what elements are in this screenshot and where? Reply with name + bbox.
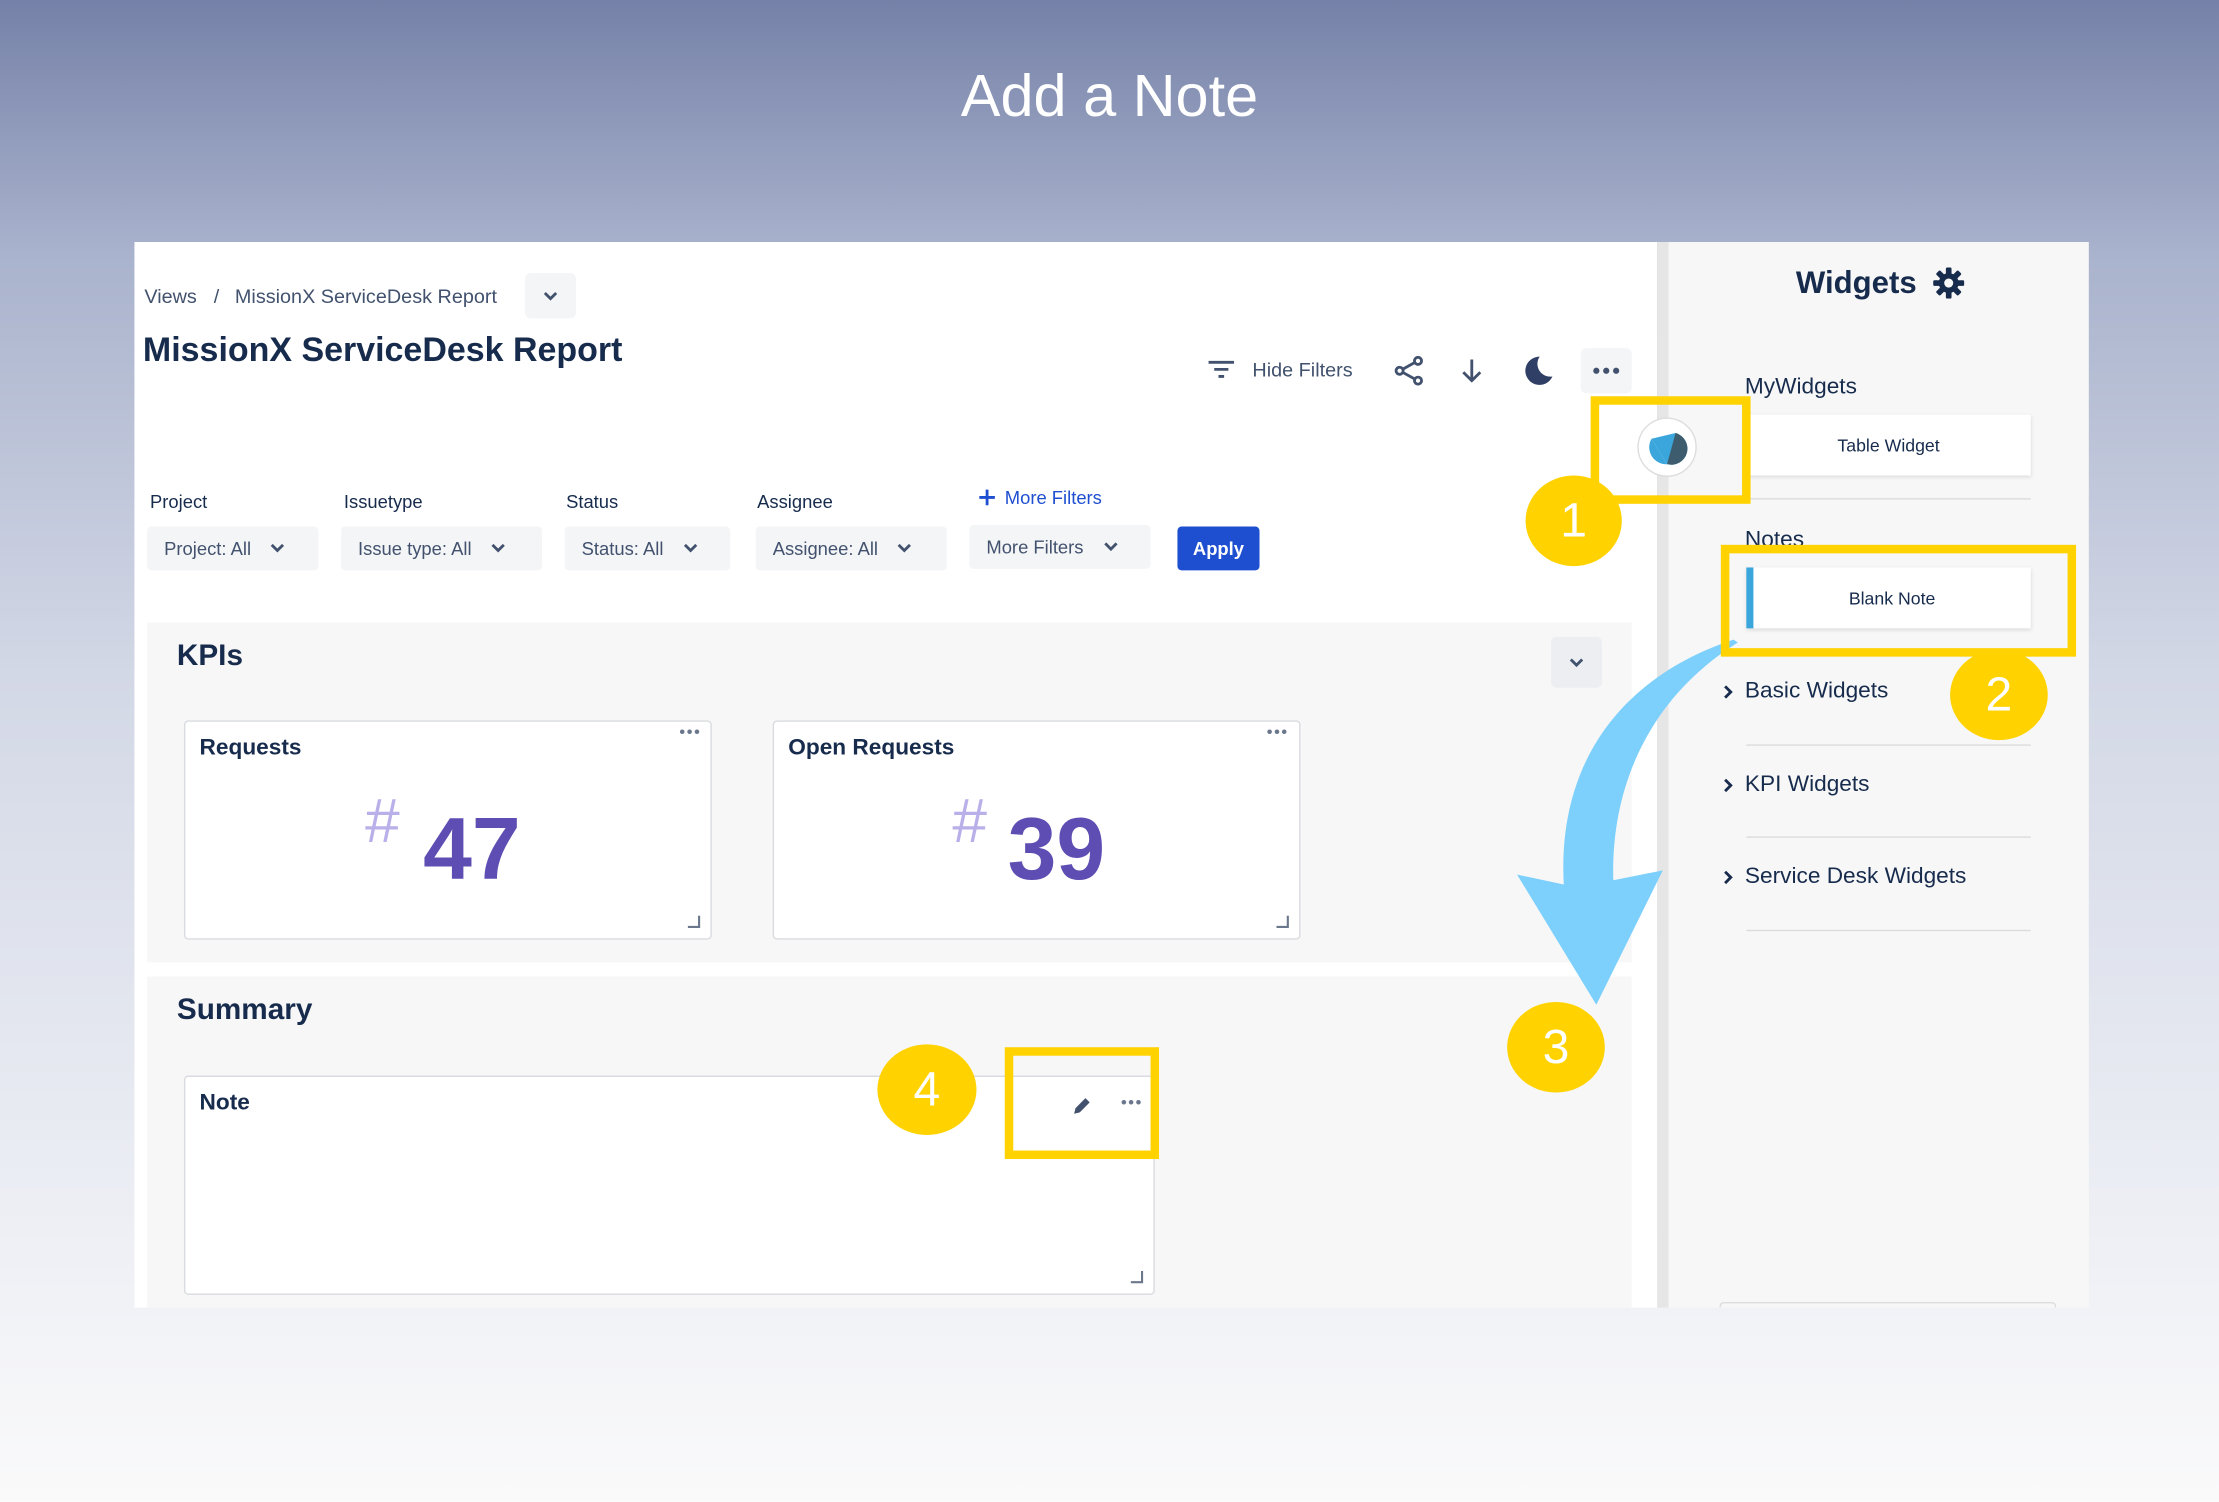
share-icon[interactable] — [1394, 355, 1425, 386]
note-widget-card[interactable] — [183, 1075, 1155, 1295]
divider — [1746, 836, 2031, 838]
breadcrumb-current[interactable]: MissionX ServiceDesk Report — [234, 284, 497, 308]
panel-divider[interactable] — [1657, 241, 1669, 1308]
filter-label-project: Project — [150, 491, 208, 513]
step-badge-2: 2 — [1950, 649, 2048, 741]
assignee-select-value: Assignee: All — [772, 537, 879, 559]
breadcrumb-views[interactable]: Views — [144, 284, 197, 308]
category-kpi-widgets[interactable]: KPI Widgets — [1722, 773, 1869, 798]
chevron-down-icon — [683, 543, 698, 553]
step-badge-1: 1 — [1525, 475, 1622, 567]
status-select-value: Status: All — [581, 537, 664, 559]
dark-mode-moon-icon[interactable] — [1521, 354, 1555, 388]
breadcrumb-separator: / — [213, 284, 220, 308]
gear-icon[interactable] — [1933, 267, 1965, 299]
filter-label-assignee: Assignee — [757, 491, 833, 513]
more-filters-link[interactable]: More Filters — [978, 487, 1102, 508]
category-label: Basic Widgets — [1744, 679, 1889, 704]
chevron-down-icon — [1569, 657, 1584, 667]
hash-icon: # — [365, 786, 400, 857]
category-label: KPI Widgets — [1744, 772, 1870, 797]
issue-type-select[interactable]: Issue type: All — [341, 526, 543, 571]
summary-section-title: Summary — [176, 993, 313, 1027]
filter-label-status: Status — [566, 491, 619, 513]
plus-icon — [979, 489, 995, 506]
card-menu-dots-icon[interactable]: ••• — [1120, 1092, 1143, 1113]
slide-title: Add a Note — [960, 62, 1259, 129]
page-title: MissionX ServiceDesk Report — [142, 331, 623, 370]
divider — [1746, 498, 2031, 500]
widgets-title: Widgets — [1795, 264, 1917, 301]
kpi-card-title: Open Requests — [788, 735, 955, 760]
widgets-header: Widgets — [1796, 265, 1965, 302]
issue-type-select-value: Issue type: All — [358, 537, 472, 559]
resize-handle-icon[interactable] — [1130, 1270, 1144, 1284]
sidebar-footer-edge — [1719, 1301, 2057, 1308]
app-logo-button[interactable] — [1637, 417, 1697, 477]
edit-pencil-icon[interactable] — [1071, 1095, 1092, 1116]
divider — [1746, 929, 2031, 932]
status-select[interactable]: Status: All — [564, 526, 731, 571]
chevron-right-icon — [1724, 778, 1733, 793]
collapse-kpis-button[interactable] — [1551, 636, 1602, 688]
kpi-value: 39 — [1007, 800, 1106, 899]
more-filters-select[interactable]: More Filters — [969, 525, 1151, 569]
highlight-box-step-1 — [1590, 396, 1751, 504]
card-menu-dots-icon[interactable]: ••• — [679, 721, 702, 742]
app-logo-icon — [1649, 433, 1688, 465]
chevron-right-icon — [1724, 685, 1733, 699]
filter-icon — [1208, 360, 1235, 378]
filter-label-issuetype: Issuetype — [343, 491, 423, 513]
kpi-card-open-requests[interactable] — [772, 720, 1301, 940]
card-menu-dots-icon[interactable]: ••• — [1266, 721, 1289, 742]
chevron-down-icon — [898, 543, 912, 553]
chevron-down-icon — [543, 291, 558, 300]
hash-icon: # — [952, 786, 988, 857]
kpi-card-requests[interactable] — [183, 720, 712, 940]
more-filters-link-label: More Filters — [1004, 486, 1102, 509]
assignee-select[interactable]: Assignee: All — [755, 526, 947, 571]
more-dots-icon — [1593, 367, 1620, 374]
hide-filters-label: Hide Filters — [1252, 358, 1353, 381]
chevron-right-icon — [1724, 870, 1733, 885]
table-widget-item[interactable]: Table Widget — [1746, 414, 2031, 476]
drag-arrow-icon — [1517, 639, 1738, 1005]
step-badge-3: 3 — [1507, 1001, 1605, 1093]
chevron-down-icon — [1103, 542, 1118, 552]
chevron-down-icon — [491, 543, 506, 553]
view-dropdown-button[interactable] — [525, 273, 576, 319]
apply-button[interactable]: Apply — [1177, 526, 1260, 571]
category-basic-widgets[interactable]: Basic Widgets — [1722, 679, 1888, 704]
more-options-button[interactable] — [1580, 348, 1632, 394]
highlight-box-step-2 — [1720, 544, 2077, 657]
highlight-box-step-4 — [1004, 1047, 1160, 1160]
resize-handle-icon[interactable] — [1276, 915, 1289, 929]
hide-filters-button[interactable]: Hide Filters — [1207, 358, 1353, 381]
mywidgets-heading: MyWidgets — [1744, 375, 1857, 400]
kpis-section-title: KPIs — [176, 639, 243, 673]
resize-handle-icon[interactable] — [687, 915, 701, 929]
project-select[interactable]: Project: All — [147, 526, 319, 571]
blank-note-item[interactable]: Blank Note — [1746, 567, 2031, 629]
download-icon[interactable] — [1459, 357, 1484, 385]
kpi-card-title: Requests — [199, 735, 302, 760]
category-service-desk-widgets[interactable]: Service Desk Widgets — [1722, 865, 1966, 890]
note-title: Note — [199, 1091, 250, 1116]
project-select-value: Project: All — [164, 537, 252, 559]
category-label: Service Desk Widgets — [1744, 864, 1967, 889]
divider — [1746, 744, 2031, 746]
more-filters-select-value: More Filters — [986, 536, 1084, 558]
chevron-down-icon — [271, 543, 285, 553]
step-badge-4: 4 — [877, 1044, 977, 1135]
kpi-value: 47 — [423, 800, 521, 899]
